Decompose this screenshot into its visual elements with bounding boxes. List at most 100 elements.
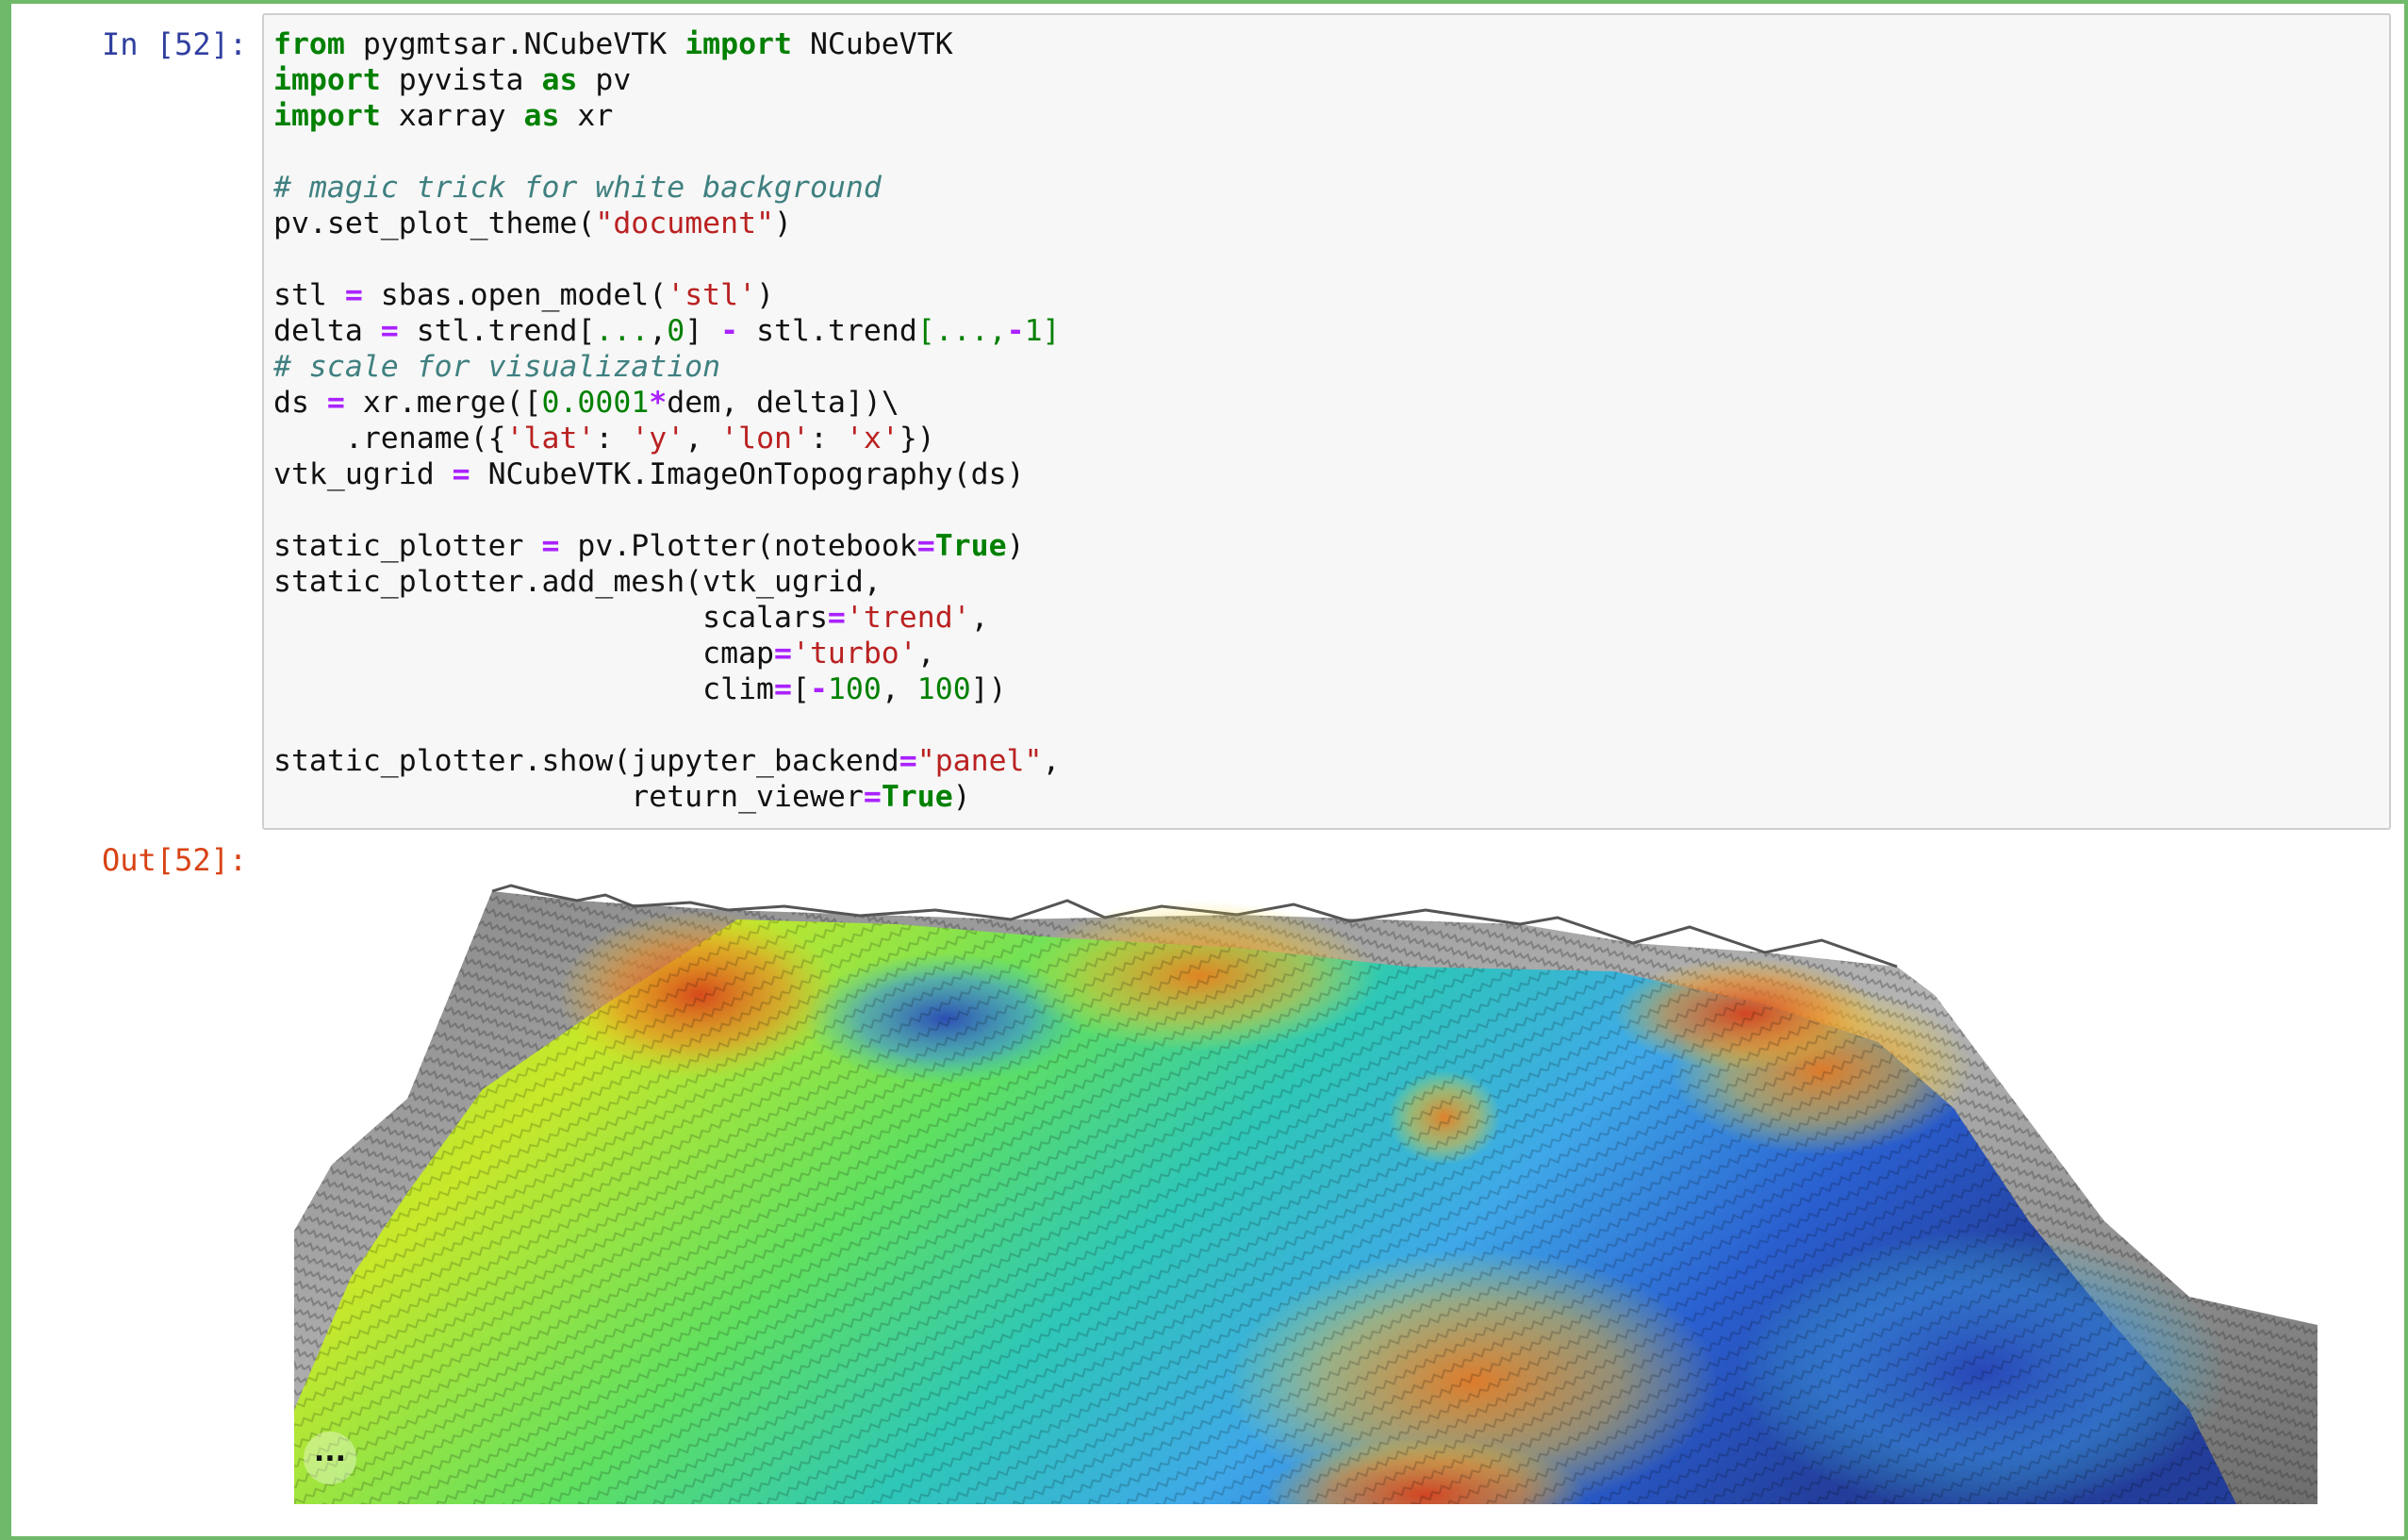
code-token: , bbox=[916, 637, 935, 671]
code-token: static_plotter bbox=[273, 529, 542, 563]
code-line: .rename({'lat': 'y', 'lon': 'x'}) bbox=[273, 422, 935, 455]
code-line: static_plotter.show(jupyter_backend="pan… bbox=[273, 744, 1060, 778]
code-token: = bbox=[774, 672, 792, 706]
code-token: 0 bbox=[667, 314, 685, 348]
code-token: NCubeVTK.ImageOnTopography(ds) bbox=[470, 457, 1025, 491]
cell-border bbox=[0, 1536, 2408, 1540]
code-line: static_plotter.add_mesh(vtk_ugrid, bbox=[273, 565, 882, 599]
code-token: = bbox=[344, 278, 363, 312]
code-token: "document" bbox=[595, 207, 775, 240]
code-token: = bbox=[916, 529, 935, 563]
code-line: cmap='turbo', bbox=[273, 637, 935, 671]
code-line: import xarray as xr bbox=[273, 99, 613, 133]
code-token: return_viewer bbox=[273, 780, 864, 814]
terrain-render[interactable] bbox=[294, 882, 2317, 1504]
code-token: 'stl' bbox=[667, 278, 757, 312]
code-line: ds = xr.merge([0.0001*dem, delta])\ bbox=[273, 386, 899, 420]
code-token: [..., bbox=[916, 314, 1007, 348]
code-token: , bbox=[881, 672, 917, 706]
code-token: 100 bbox=[827, 672, 882, 706]
code-token: = bbox=[541, 529, 560, 563]
code-token: import bbox=[273, 63, 381, 97]
code-token: cmap bbox=[273, 637, 775, 671]
code-token: scalars bbox=[273, 601, 828, 635]
code-token: pv bbox=[577, 63, 632, 97]
viewer-menu-button[interactable]: ... bbox=[304, 1432, 356, 1484]
code-token: True bbox=[934, 529, 1007, 563]
code-editor[interactable]: from pygmtsar.NCubeVTK import NCubeVTK i… bbox=[262, 13, 2391, 830]
code-token: ... bbox=[595, 314, 650, 348]
code-token: sbas.open_model( bbox=[362, 278, 668, 312]
code-token: dem, delta])\ bbox=[667, 386, 899, 420]
code-token: [ bbox=[791, 672, 810, 706]
code-line: delta = stl.trend[...,0] - stl.trend[...… bbox=[273, 314, 1061, 348]
input-prompt: In [52]: bbox=[102, 26, 248, 62]
code-line: # scale for visualization bbox=[273, 350, 720, 384]
code-token: stl.trend bbox=[738, 314, 917, 348]
code-line: scalars='trend', bbox=[273, 601, 989, 635]
cell-border bbox=[0, 0, 2408, 4]
code-token: pv.Plotter(notebook bbox=[559, 529, 917, 563]
code-token: , bbox=[970, 601, 989, 635]
code-token: NCubeVTK bbox=[791, 27, 953, 61]
code-token: , bbox=[649, 314, 668, 348]
code-token: ) bbox=[952, 780, 971, 814]
code-token: "panel" bbox=[916, 744, 1043, 778]
code-token: ) bbox=[756, 278, 775, 312]
cell-selection-bar bbox=[0, 0, 11, 1540]
code-token: 'trend' bbox=[845, 601, 971, 635]
code-token: ds bbox=[273, 386, 327, 420]
code-token: - bbox=[720, 314, 739, 348]
output-prompt: Out[52]: bbox=[102, 842, 248, 878]
code-token: , bbox=[1042, 744, 1061, 778]
code-token: 1] bbox=[1024, 314, 1061, 348]
cell-border bbox=[2404, 0, 2408, 1540]
code-token: 100 bbox=[916, 672, 971, 706]
code-line: vtk_ugrid = NCubeVTK.ImageOnTopography(d… bbox=[273, 457, 1025, 491]
code-line: import pyvista as pv bbox=[273, 63, 631, 97]
code-line: pv.set_plot_theme("document") bbox=[273, 207, 792, 240]
code-token: clim bbox=[273, 672, 775, 706]
code-token: ) bbox=[774, 207, 792, 240]
code-token: .rename({ bbox=[273, 422, 506, 455]
code-token: as bbox=[541, 63, 578, 97]
code-token: stl bbox=[273, 278, 345, 312]
code-token: pygmtsar.NCubeVTK bbox=[344, 27, 685, 61]
code-token: import bbox=[273, 99, 381, 133]
code-token: True bbox=[881, 780, 953, 814]
code-token: # scale for visualization bbox=[273, 350, 721, 384]
code-token: vtk_ugrid bbox=[273, 457, 453, 491]
code-token: 'lat' bbox=[505, 422, 596, 455]
code-token: = bbox=[326, 386, 345, 420]
code-token: - bbox=[809, 672, 828, 706]
pyvista-3d-viewer[interactable]: ... bbox=[294, 882, 2317, 1504]
code-token: static_plotter.add_mesh(vtk_ugrid, bbox=[273, 565, 882, 599]
code-token: = bbox=[452, 457, 470, 491]
code-token: : bbox=[595, 422, 632, 455]
code-token: - bbox=[1006, 314, 1025, 348]
code-token: xr bbox=[559, 99, 614, 133]
code-token: = bbox=[380, 314, 399, 348]
code-line: stl = sbas.open_model('stl') bbox=[273, 278, 774, 312]
code-line: clim=[-100, 100]) bbox=[273, 672, 1006, 706]
code-token: 'y' bbox=[631, 422, 685, 455]
code-token: delta bbox=[273, 314, 381, 348]
code-token: as bbox=[523, 99, 560, 133]
code-token: = bbox=[827, 601, 846, 635]
code-line: # magic trick for white background bbox=[273, 171, 882, 205]
code-line: return_viewer=True) bbox=[273, 780, 971, 814]
code-line: static_plotter = pv.Plotter(notebook=Tru… bbox=[273, 529, 1025, 563]
code-token: xarray bbox=[380, 99, 524, 133]
code-token: * bbox=[649, 386, 668, 420]
code-token: 'lon' bbox=[720, 422, 810, 455]
code-token: = bbox=[863, 780, 882, 814]
code-token: = bbox=[774, 637, 792, 671]
code-token: 0.0001 bbox=[541, 386, 650, 420]
code-token: : bbox=[809, 422, 846, 455]
code-token: from bbox=[273, 27, 345, 61]
code-token: import bbox=[684, 27, 792, 61]
code-text[interactable]: from pygmtsar.NCubeVTK import NCubeVTK i… bbox=[273, 26, 1061, 815]
code-token: = bbox=[899, 744, 917, 778]
code-token: static_plotter.show(jupyter_backend bbox=[273, 744, 899, 778]
code-line: from pygmtsar.NCubeVTK import NCubeVTK bbox=[273, 27, 953, 61]
